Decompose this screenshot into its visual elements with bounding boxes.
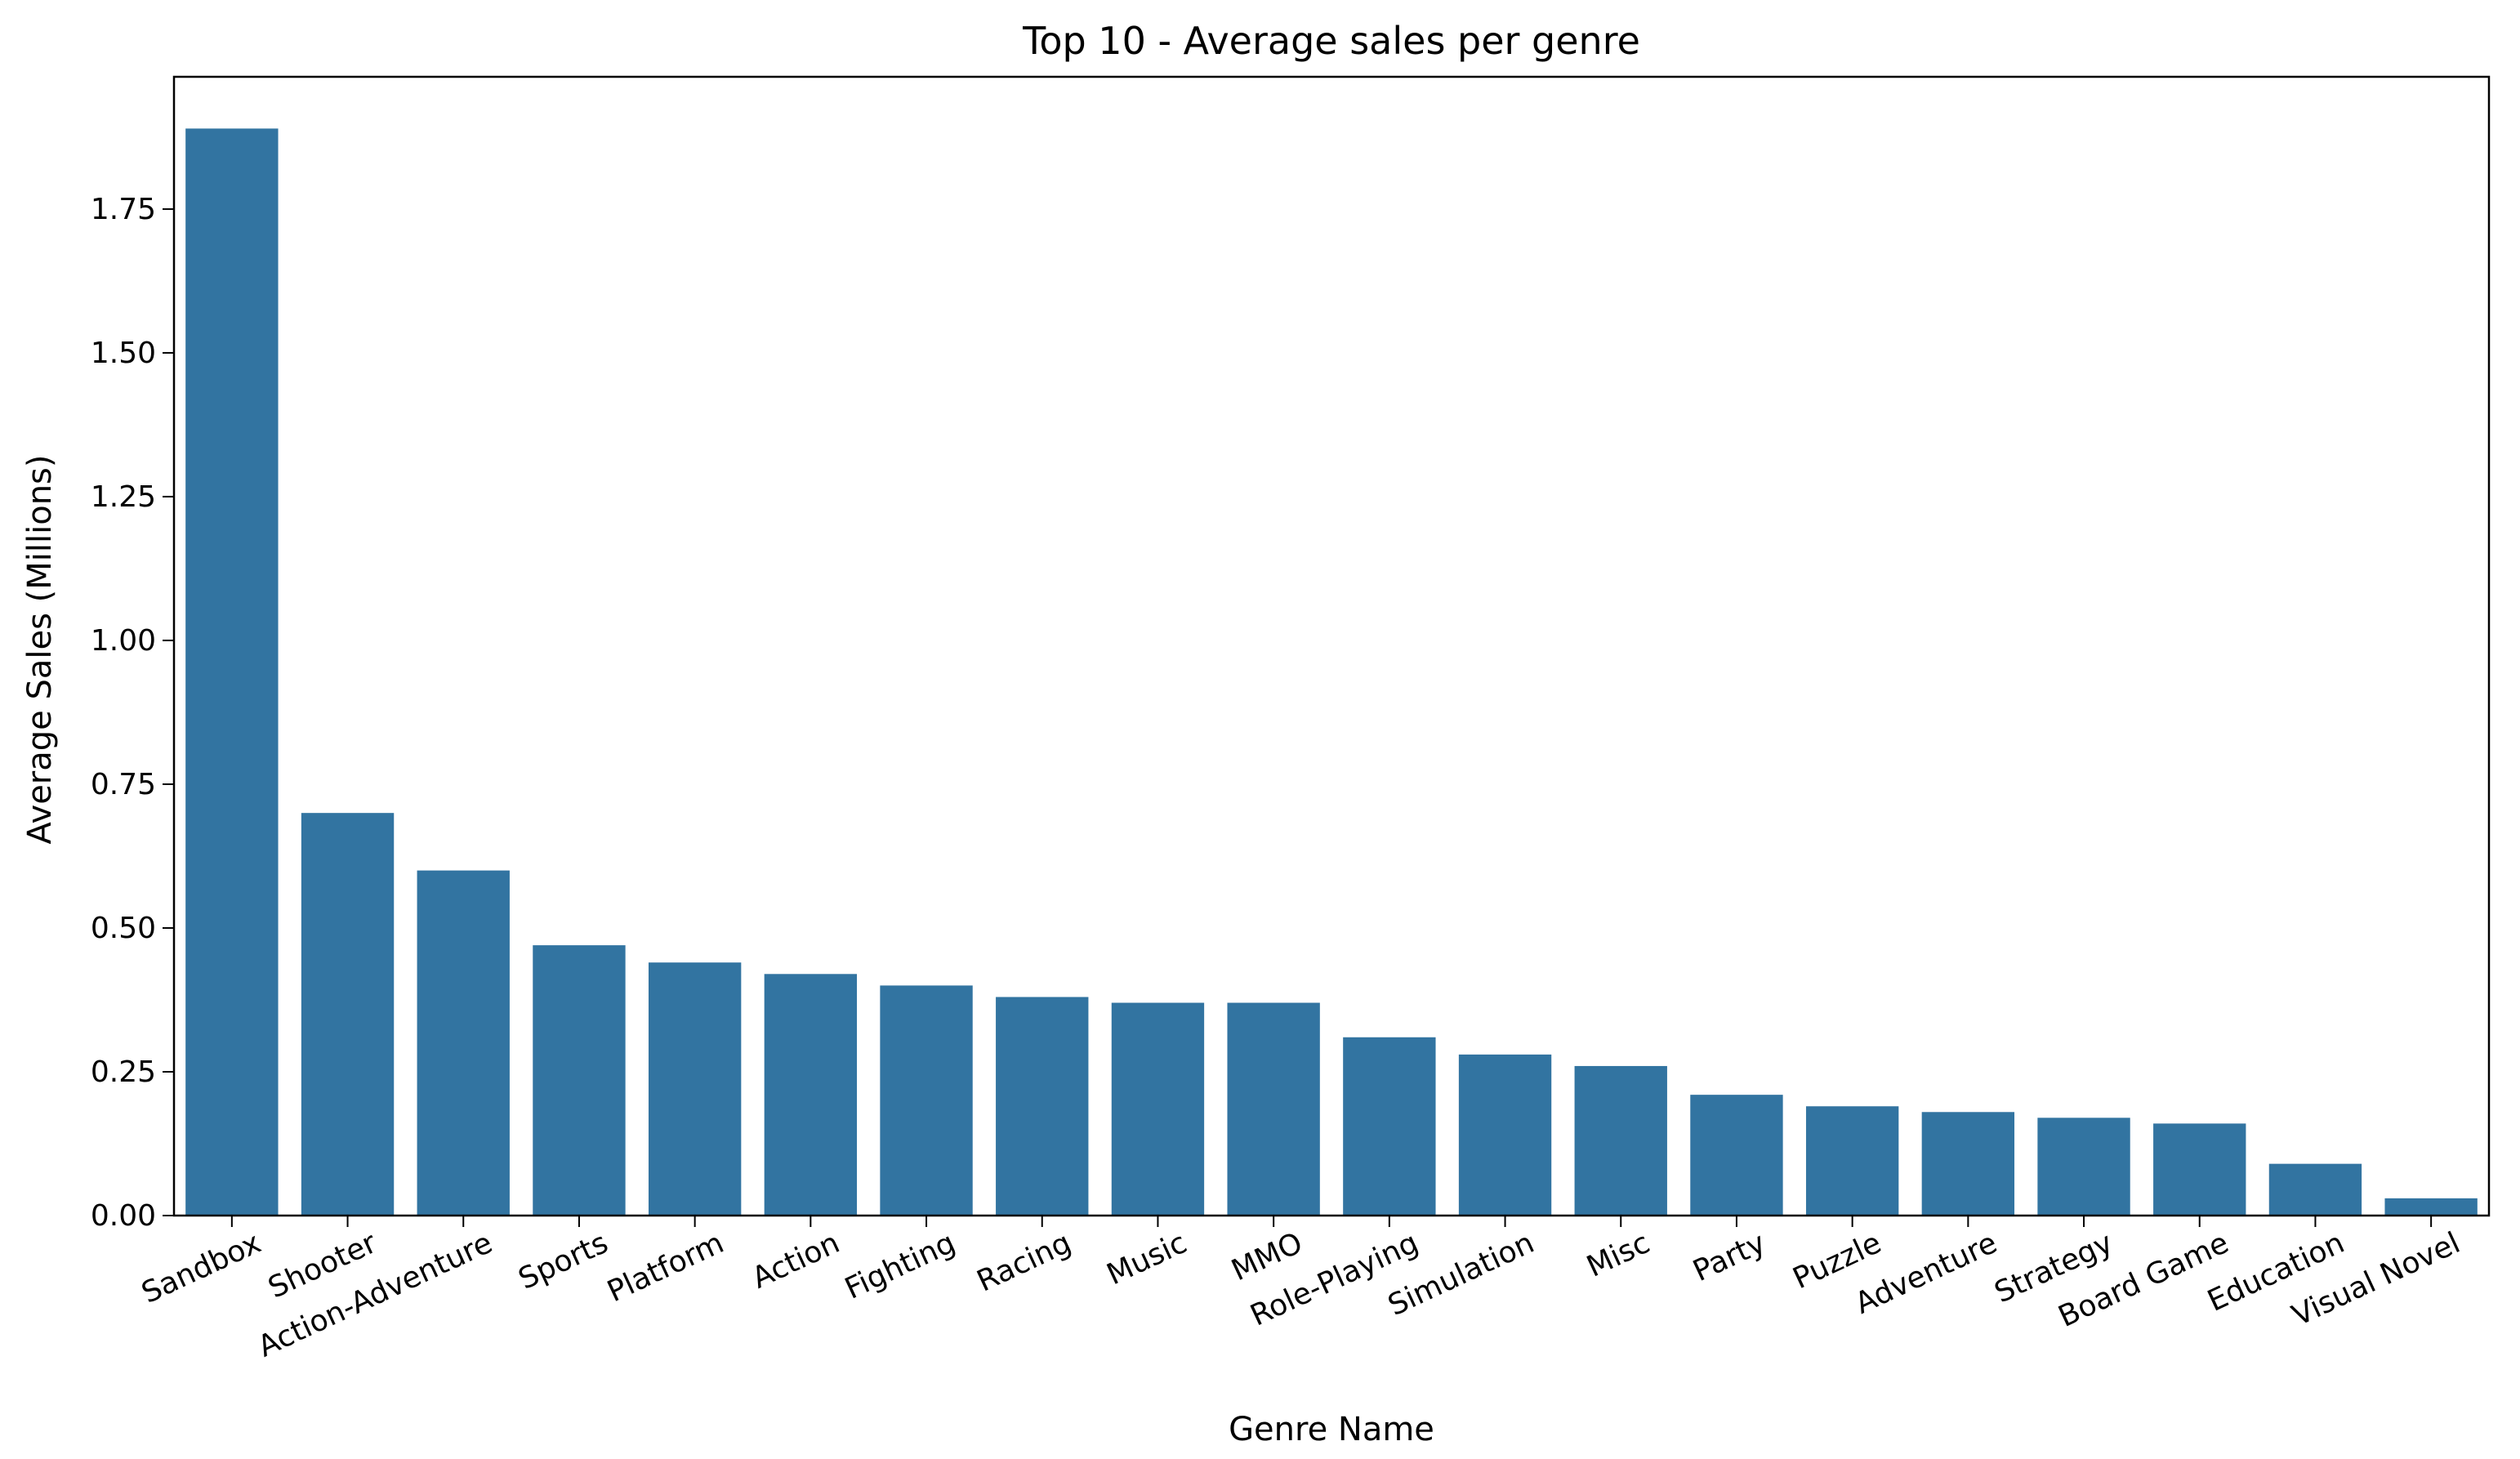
bar-sandbox — [185, 128, 279, 1216]
x-tick-label-party: Party — [1688, 1226, 1771, 1288]
x-tick-label-sports: Sports — [514, 1226, 613, 1296]
x-tick-label-action: Action — [747, 1226, 845, 1296]
y-tick-label: 0.25 — [91, 1055, 156, 1089]
bar-visual-novel — [2384, 1198, 2478, 1216]
y-axis-ticks: 0.00 0.25 0.50 0.75 1.00 1.25 1.50 1.75 — [91, 193, 174, 1233]
bar-puzzle — [1805, 1106, 1899, 1216]
bar-sports — [533, 945, 626, 1216]
bar-action — [764, 974, 858, 1216]
bar-board-game — [2153, 1123, 2246, 1216]
bar-role-playing — [1343, 1037, 1436, 1216]
x-tick-label-platform: Platform — [602, 1226, 729, 1309]
bar-simulation — [1458, 1054, 1552, 1216]
y-tick-label: 0.75 — [91, 768, 156, 801]
bar-strategy — [2037, 1118, 2130, 1216]
y-tick-label: 0.50 — [91, 912, 156, 945]
chart-title: Top 10 - Average sales per genre — [1022, 19, 1640, 63]
bar-adventure — [1921, 1112, 2015, 1216]
plot-frame — [172, 75, 2491, 1217]
x-tick-label-fighting: Fighting — [840, 1226, 960, 1306]
y-tick-label: 1.25 — [91, 480, 156, 514]
bar-shooter — [301, 813, 395, 1216]
bar-action-adventure — [417, 870, 510, 1216]
x-tick-label-misc: Misc — [1582, 1226, 1655, 1284]
x-axis-label: Genre Name — [1229, 1411, 1434, 1448]
y-axis-label: Average Sales (Millions) — [21, 455, 59, 845]
bar-fighting — [880, 985, 973, 1216]
bar-platform — [648, 962, 742, 1216]
bar-party — [1690, 1095, 1783, 1216]
bars-group — [185, 128, 2478, 1216]
x-tick-label-sandbox: Sandbox — [136, 1226, 265, 1310]
y-tick-label: 1.00 — [91, 624, 156, 658]
y-tick-label: 1.75 — [91, 193, 156, 226]
bar-education — [2268, 1163, 2362, 1216]
x-tick-label-racing: Racing — [972, 1226, 1077, 1299]
bar-mmo — [1227, 1002, 1320, 1216]
bar-misc — [1574, 1065, 1667, 1216]
bar-racing — [996, 997, 1089, 1216]
y-tick-label: 1.50 — [91, 337, 156, 370]
x-tick-label-music: Music — [1102, 1226, 1192, 1292]
y-tick-label: 0.00 — [91, 1199, 156, 1233]
bar-music — [1111, 1002, 1205, 1216]
